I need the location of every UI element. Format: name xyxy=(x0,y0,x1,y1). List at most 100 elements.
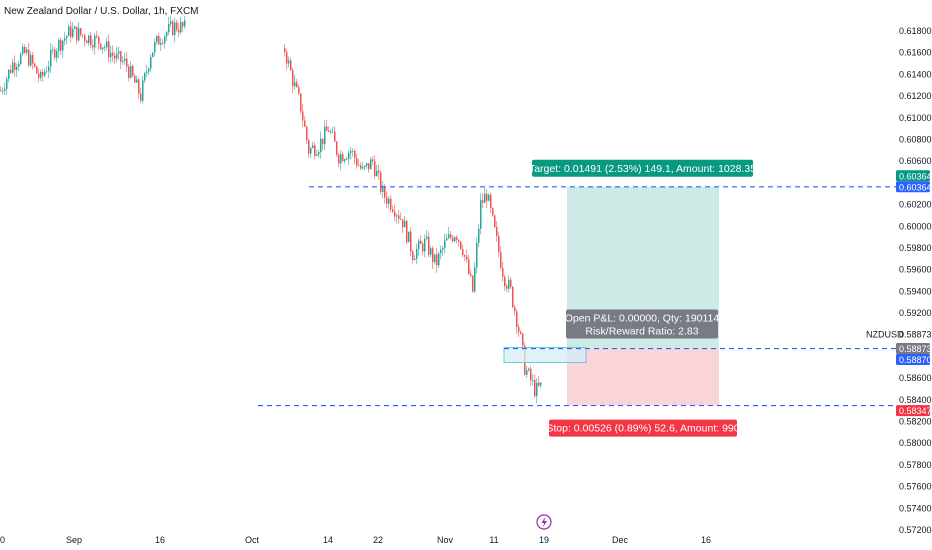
candle-body xyxy=(30,55,32,66)
candle-body xyxy=(334,131,336,142)
candle-body xyxy=(10,69,12,73)
candle-body xyxy=(432,248,434,263)
candle-body xyxy=(356,158,358,166)
candle-body xyxy=(8,69,10,79)
candle-body xyxy=(430,248,432,255)
price-tick-label: 0.60200 xyxy=(899,200,932,210)
candle-body xyxy=(36,66,38,74)
time-tick-label: 19 xyxy=(539,535,549,545)
candle-body xyxy=(2,90,4,92)
candle-body xyxy=(128,66,130,78)
candle-body xyxy=(362,167,364,169)
candle-body xyxy=(384,186,386,198)
candle-body xyxy=(62,40,64,51)
time-tick-label: 22 xyxy=(373,535,383,545)
candle-body xyxy=(350,151,352,153)
candle-body xyxy=(488,194,490,201)
candle-body xyxy=(114,55,116,59)
candle-body xyxy=(64,38,66,41)
candle-body xyxy=(380,172,382,192)
candle-body xyxy=(292,70,294,87)
target-blue-badge-text: 0.60364 xyxy=(899,182,932,192)
candle-body xyxy=(320,138,322,153)
candle-body xyxy=(22,46,24,54)
candle-body xyxy=(450,234,452,238)
target-price-badge-text: 0.60364 xyxy=(899,171,932,181)
candle-body xyxy=(312,145,314,149)
candle-body xyxy=(174,22,176,35)
candle-body xyxy=(418,240,420,249)
candle-body xyxy=(96,35,98,37)
candle-body xyxy=(392,209,394,212)
price-tick-label: 0.61800 xyxy=(899,26,932,36)
candle-body xyxy=(26,49,28,53)
target-blue-badge: 0.60364 xyxy=(896,181,932,193)
candle-body xyxy=(6,78,8,89)
candle-body xyxy=(138,79,140,94)
risk-reward-text: Risk/Reward Ratio: 2.83 xyxy=(585,326,698,338)
candle-body xyxy=(486,193,488,201)
candle-body xyxy=(162,42,164,44)
candle-body xyxy=(306,126,308,141)
candle-body xyxy=(478,228,480,243)
candle-body xyxy=(446,238,448,241)
candle-body xyxy=(376,170,378,177)
candle-body xyxy=(534,380,536,396)
candle-body xyxy=(66,35,68,39)
candle-body xyxy=(118,51,120,54)
candle-body xyxy=(348,152,350,159)
candle-body xyxy=(70,26,72,38)
price-tick-label: 0.59200 xyxy=(899,308,932,318)
price-axis[interactable]: 0.61800 0.61600 0.61400 0.61200 0.61000 0.608… xyxy=(899,26,932,535)
candle-body xyxy=(142,80,144,101)
stop-zone[interactable] xyxy=(567,348,719,406)
price-tick-label: 0.61400 xyxy=(899,69,932,79)
candle-body xyxy=(436,254,438,266)
candle-body xyxy=(410,231,412,252)
candle-body xyxy=(366,163,368,166)
candle-body xyxy=(540,382,542,386)
candle-body xyxy=(12,62,14,73)
candle-body xyxy=(56,51,58,58)
stop-price-badge: 0.58347 xyxy=(896,405,932,417)
candle-body xyxy=(424,238,426,252)
price-tick-label: 0.58000 xyxy=(899,438,932,448)
current-price-note: 0.58873 xyxy=(899,330,932,340)
time-tick-label: Sep xyxy=(66,535,82,545)
price-tick-label: 0.60000 xyxy=(899,221,932,231)
candle-body xyxy=(496,227,498,236)
candle-body xyxy=(416,248,418,259)
candle-body xyxy=(394,211,396,217)
candle-body xyxy=(308,140,310,154)
candle-body xyxy=(182,22,184,27)
candle-body xyxy=(502,267,504,277)
candle-body xyxy=(116,53,118,59)
candle-body xyxy=(164,36,166,44)
candle-body xyxy=(428,236,430,255)
price-tick-label: 0.58600 xyxy=(899,373,932,383)
candle-body xyxy=(28,49,30,66)
time-axis[interactable]: 0 Sep 16 Oct 14 22 Nov 11 19 Dec 16 xyxy=(0,535,711,545)
candle-body xyxy=(110,52,112,58)
candle-body xyxy=(536,382,538,396)
candle-body xyxy=(60,39,62,51)
entry-price-badge-text: 0.58873 xyxy=(899,344,932,354)
price-tick-label: 0.61000 xyxy=(899,113,932,123)
candle-body xyxy=(106,41,108,48)
candle-body xyxy=(354,150,356,159)
candle-body xyxy=(464,254,466,257)
candle-body xyxy=(510,279,512,287)
candle-body xyxy=(476,242,478,268)
candle-body xyxy=(170,21,172,24)
candle-body xyxy=(328,130,330,132)
candle-body xyxy=(468,259,470,274)
candle-body xyxy=(364,165,366,168)
price-tick-label: 0.61200 xyxy=(899,91,932,101)
candle-body xyxy=(372,159,374,162)
lightning-icon[interactable] xyxy=(536,514,552,530)
entry-box[interactable] xyxy=(503,347,587,363)
candle-body xyxy=(130,65,132,78)
candle-body xyxy=(146,71,148,74)
